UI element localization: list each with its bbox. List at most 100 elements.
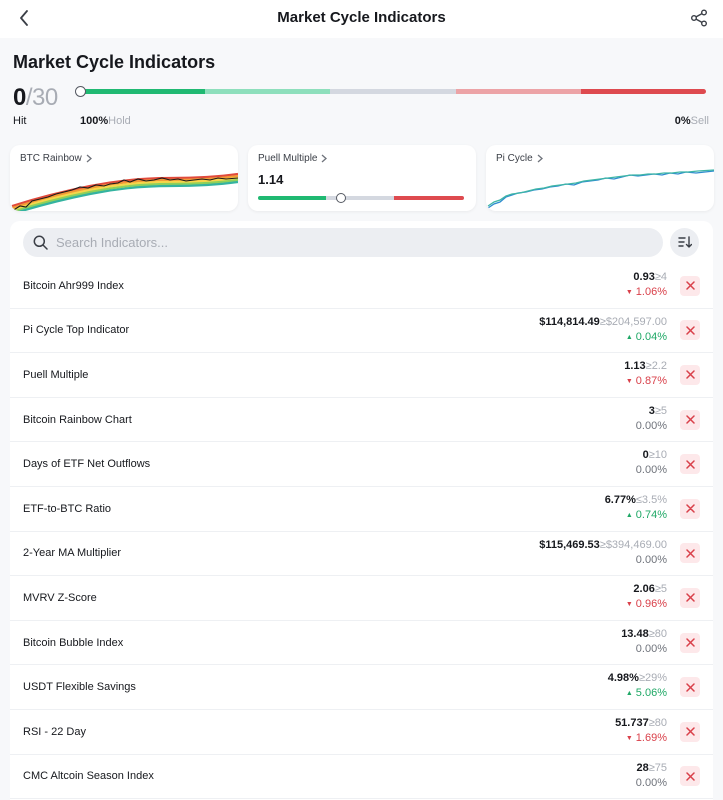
card-title: Puell Multiple xyxy=(258,153,328,164)
indicator-current-value: 3 xyxy=(648,404,655,417)
share-icon[interactable] xyxy=(689,7,709,29)
indicator-row[interactable]: ETF-to-BTC Ratio 6.77%≤3.5% ▲ 0.74% xyxy=(10,487,713,532)
remove-icon[interactable] xyxy=(680,275,700,296)
indicator-row[interactable]: Pi Cycle Top Indicator $114,814.49≥$204,… xyxy=(10,309,713,354)
indicator-name: Pi Cycle Top Indicator xyxy=(23,324,130,337)
indicator-row[interactable]: Puell Multiple 1.13≥2.2 ▼ 0.87% xyxy=(10,353,713,398)
indicator-current-value: 13.48 xyxy=(621,627,649,640)
card-btc-rainbow[interactable]: BTC Rainbow xyxy=(10,145,238,211)
indicator-current-value: $114,814.49 xyxy=(539,315,600,328)
search-box[interactable] xyxy=(23,228,663,257)
chevron-right-icon xyxy=(86,154,92,163)
indicator-values: 2.06≥5 ▼ 0.96% xyxy=(626,583,667,610)
indicator-change-value: 0.00% xyxy=(635,464,667,477)
indicator-name: Bitcoin Bubble Index xyxy=(23,636,124,649)
sell-label: 0%Sell xyxy=(675,115,709,127)
indicator-target-value: ≥5 xyxy=(654,583,667,596)
indicator-change: ▼ 1.06% xyxy=(626,286,667,298)
cycle-progress-bar xyxy=(80,89,706,94)
indicator-list-panel: Bitcoin Ahr999 Index 0.93≥4 ▼1.06% Pi Cy… xyxy=(10,221,713,800)
cycle-bar-segment xyxy=(330,89,456,94)
indicator-change-value: 0.00% xyxy=(635,419,667,432)
cycle-bar-segment xyxy=(580,89,706,94)
remove-icon[interactable] xyxy=(680,409,700,430)
indicator-current-value: 6.77% xyxy=(604,493,636,506)
chevron-right-icon xyxy=(322,154,328,163)
change-arrow-icon: ▼ xyxy=(625,734,633,742)
sort-icon[interactable] xyxy=(670,228,699,257)
sell-percent: 0% xyxy=(674,115,691,127)
card-title-label: Pi Cycle xyxy=(496,153,533,164)
remove-icon[interactable] xyxy=(680,721,700,742)
indicator-list: Bitcoin Ahr999 Index 0.93≥4 ▼ 1.06% Pi Cy… xyxy=(10,264,713,800)
card-pi-cycle[interactable]: Pi Cycle xyxy=(486,145,714,211)
indicator-name: ETF-to-BTC Ratio xyxy=(23,502,112,515)
remove-icon[interactable] xyxy=(680,766,700,787)
indicator-target-value: ≥29% xyxy=(638,672,667,685)
remove-icon[interactable] xyxy=(680,498,700,519)
indicator-row[interactable]: Bitcoin Bubble Index 13.48≥80 0.00% xyxy=(10,621,713,666)
remove-icon[interactable] xyxy=(680,320,700,341)
remove-icon[interactable] xyxy=(680,454,700,475)
header-title: Market Cycle Indicators xyxy=(277,9,446,26)
indicator-change-value: 0.00% xyxy=(635,553,667,566)
search-icon xyxy=(33,235,48,250)
remove-icon[interactable] xyxy=(680,543,700,564)
indicator-name: 2-Year MA Multiplier xyxy=(23,547,122,560)
remove-icon[interactable] xyxy=(680,677,700,698)
change-arrow-icon: ▼ xyxy=(625,289,633,296)
indicator-change: 0.00% xyxy=(539,554,667,566)
puell-bar-segment xyxy=(325,196,394,200)
remove-icon[interactable] xyxy=(680,587,700,608)
indicator-values: 4.98%≥29% ▲ 5.06% xyxy=(608,672,667,699)
change-arrow-icon: ▲ xyxy=(625,690,633,698)
sell-text: Sell xyxy=(690,115,709,127)
indicator-row[interactable]: USDT Flexible Savings 4.98%≥29% ▲ 5.06% xyxy=(10,665,713,710)
hold-text: Hold xyxy=(108,115,131,127)
indicator-row[interactable]: Bitcoin Rainbow Chart 3≥5 0.00% xyxy=(10,398,713,443)
indicator-values: 0.93≥4 ▼ 1.06% xyxy=(626,271,667,298)
puell-position-knob xyxy=(336,193,346,203)
indicator-change: ▼ 0.87% xyxy=(624,375,667,387)
indicator-row[interactable]: 2-Year MA Multiplier $115,469.53≥$394,46… xyxy=(10,532,713,577)
indicator-values: $115,469.53≥$394,469.00 0.00% xyxy=(539,539,667,566)
indicator-change: 0.00% xyxy=(636,420,667,432)
indicator-target-value: ≥5 xyxy=(654,404,667,417)
indicator-name: Days of ETF Net Outflows xyxy=(23,458,151,471)
indicator-values: 1.13≥2.2 ▼ 0.87% xyxy=(624,360,667,387)
indicator-row[interactable]: RSI - 22 Day 51.737≥80 ▼ 1.69% xyxy=(10,710,713,755)
indicator-row[interactable]: Days of ETF Net Outflows 0≥10 0.00% xyxy=(10,442,713,487)
card-puell-multiple[interactable]: Puell Multiple 1.14 xyxy=(248,145,476,211)
indicator-target-value: ≥80 xyxy=(648,627,667,640)
indicator-current-value: 4.98% xyxy=(607,672,639,685)
indicator-change: ▼ 0.96% xyxy=(626,598,667,610)
cycle-position-knob xyxy=(75,86,86,97)
indicator-values: 6.77%≤3.5% ▲ 0.74% xyxy=(605,494,667,521)
indicator-current-value: 51.737 xyxy=(615,716,649,729)
hit-count: 0/30 xyxy=(13,84,58,112)
indicator-target-value: ≥75 xyxy=(648,761,667,774)
indicator-change-value: 0.74% xyxy=(635,508,667,521)
indicator-target-value: ≥2.2 xyxy=(645,360,667,373)
indicator-target-value: ≤3.5% xyxy=(635,493,667,506)
remove-icon[interactable] xyxy=(680,632,700,653)
indicator-change: 0.00% xyxy=(636,464,667,476)
search-input[interactable] xyxy=(56,235,616,250)
remove-icon[interactable] xyxy=(680,364,700,385)
indicator-name: CMC Altcoin Season Index xyxy=(23,770,154,783)
puell-value: 1.14 xyxy=(258,172,284,187)
indicator-row[interactable]: Bitcoin Ahr999 Index 0.93≥4 ▼ 1.06% xyxy=(10,264,713,309)
indicator-row[interactable]: CMC Altcoin Season Index 28≥75 0.00% xyxy=(10,755,713,800)
indicator-change-value: 5.06% xyxy=(635,687,667,700)
indicator-values: $114,814.49≥$204,597.00 ▲ 0.04% xyxy=(539,316,667,343)
indicator-current-value: $115,469.53 xyxy=(539,538,600,551)
indicator-current-value: 0 xyxy=(642,449,649,462)
indicator-row[interactable]: MVRV Z-Score 2.06≥5 ▼ 0.96% xyxy=(10,576,713,621)
indicator-change-value: 0.96% xyxy=(635,598,667,611)
card-title: BTC Rainbow xyxy=(20,153,92,164)
chevron-left-icon[interactable] xyxy=(14,7,34,29)
hit-total: /30 xyxy=(25,84,58,111)
card-title-label: BTC Rainbow xyxy=(20,153,82,164)
indicator-change: 0.00% xyxy=(636,777,667,789)
indicator-values: 51.737≥80 ▼ 1.69% xyxy=(615,717,667,744)
